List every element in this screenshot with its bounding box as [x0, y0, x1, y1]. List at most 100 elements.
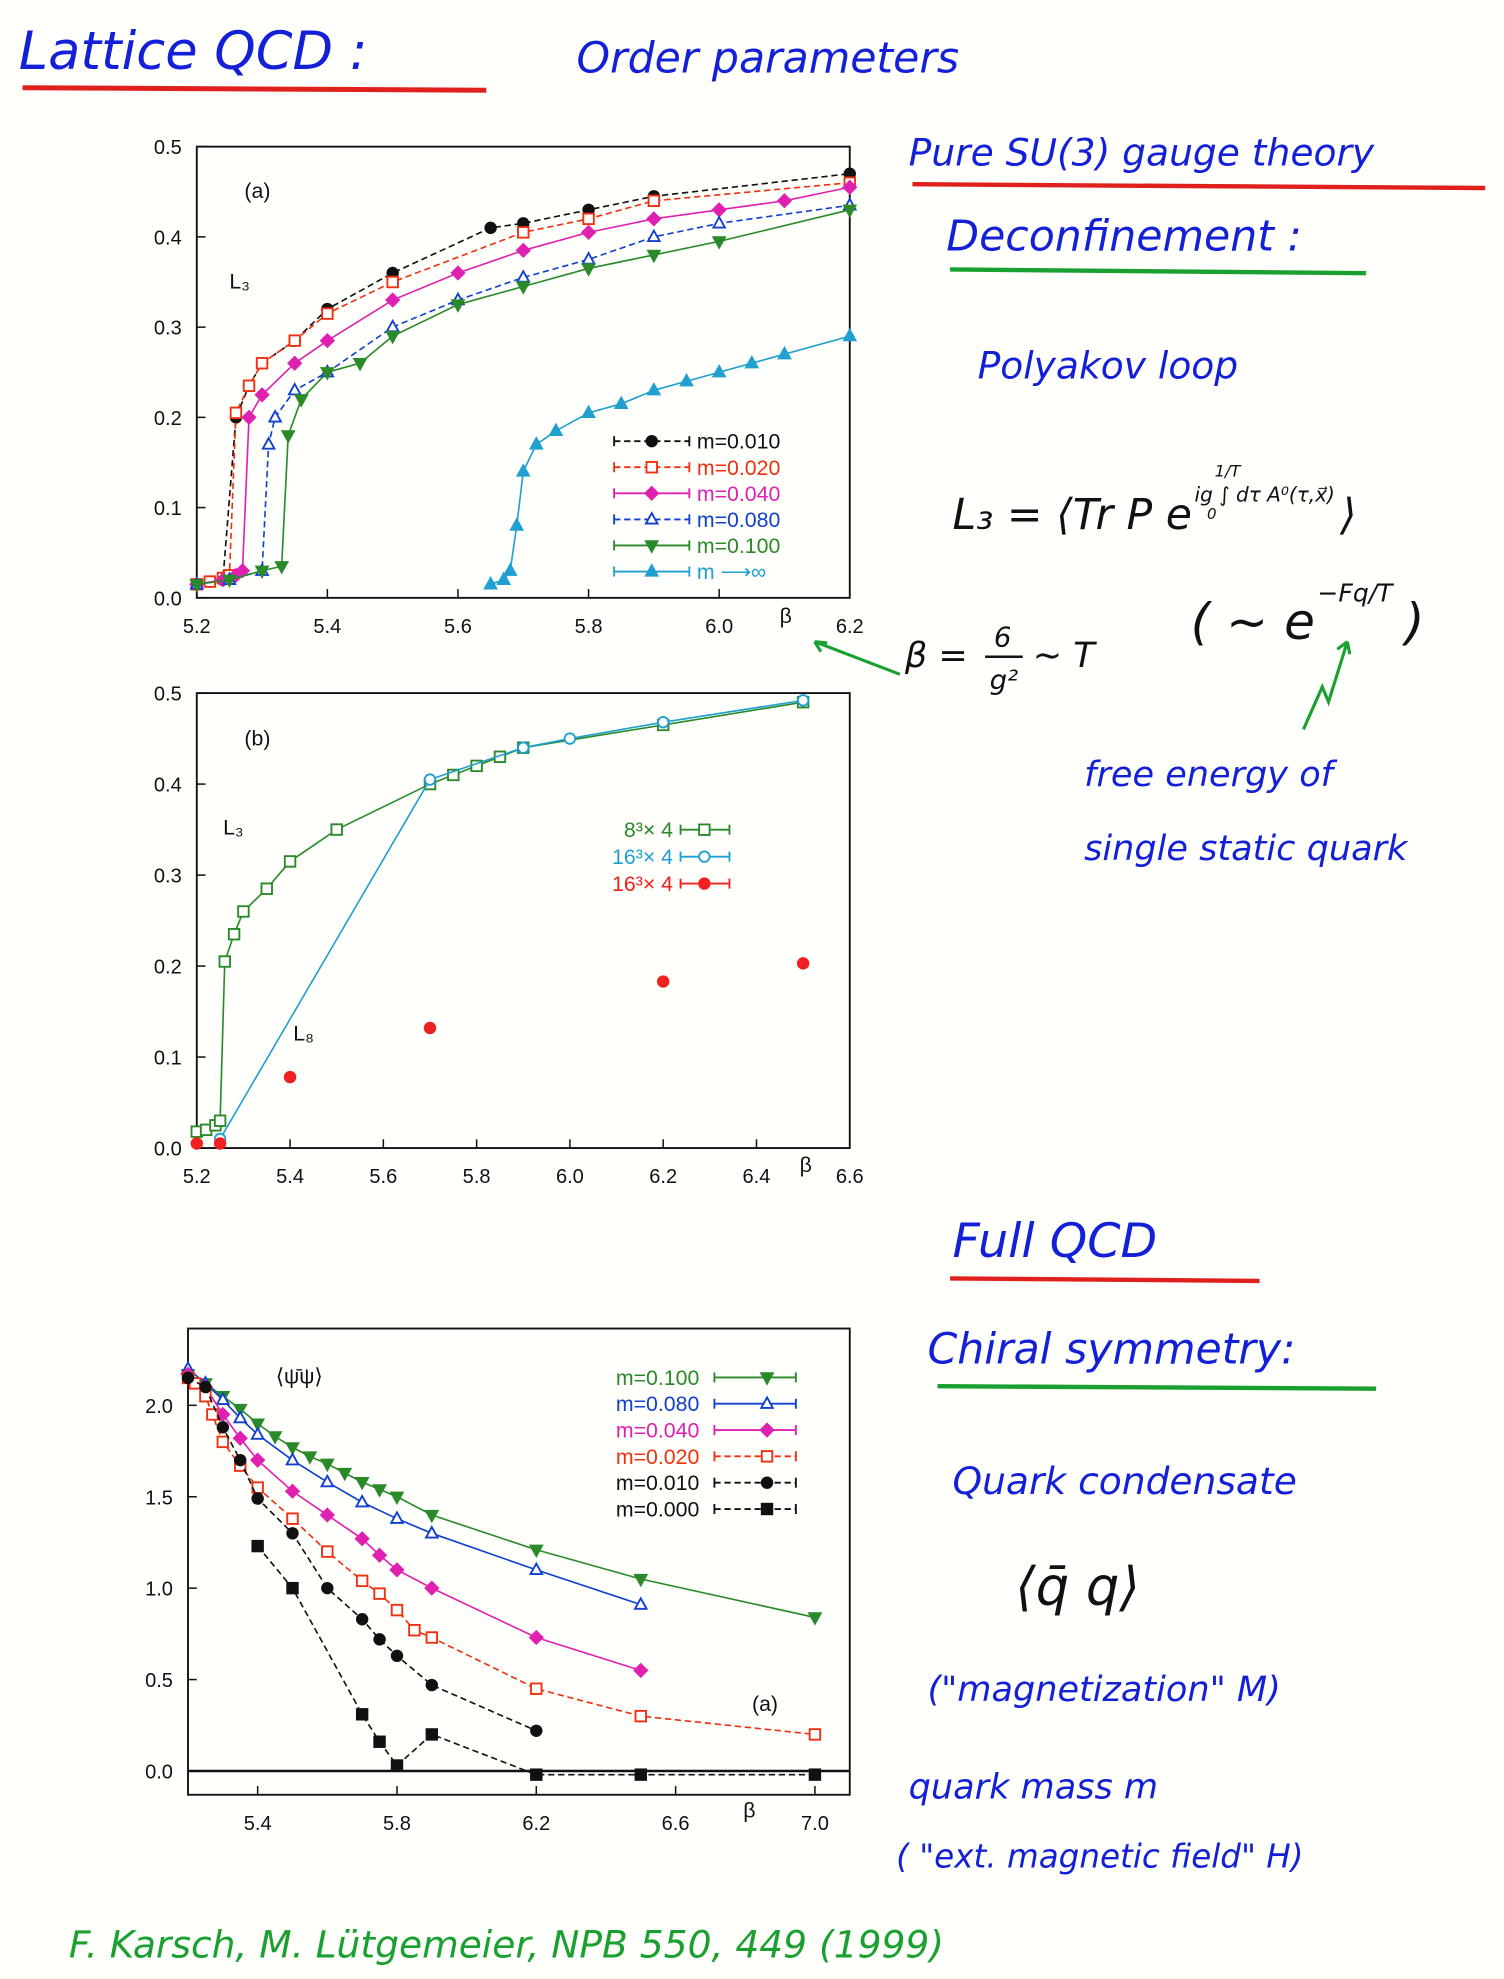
marker	[199, 1380, 212, 1394]
legend-marker	[644, 485, 660, 501]
marker	[287, 355, 303, 371]
marker	[373, 1587, 386, 1600]
marker	[373, 1735, 386, 1748]
x-tick-label: 7.0	[801, 1813, 829, 1835]
marker	[807, 1612, 823, 1626]
marker	[580, 224, 597, 241]
marker	[284, 1483, 301, 1499]
marker	[563, 732, 577, 745]
y-tick-label: 0.2	[154, 957, 182, 979]
topic: Chiral symmetry:	[927, 1325, 1295, 1375]
marker	[260, 882, 273, 895]
marker	[274, 561, 290, 575]
y-tick-label: 1.0	[145, 1579, 173, 1601]
marker	[352, 358, 368, 372]
marker	[389, 1562, 405, 1578]
x-tick-label: 5.4	[276, 1166, 304, 1188]
marker	[842, 179, 858, 195]
beta-def: g²	[990, 663, 1019, 696]
x-tick-label: 5.4	[313, 616, 341, 638]
annotation: L₃	[223, 816, 244, 840]
formula: L₃ = ⟨Tr P e	[953, 490, 1192, 540]
x-tick-label: 5.6	[444, 616, 472, 638]
series-line	[257, 1545, 815, 1776]
title: Lattice QCD :	[19, 21, 368, 82]
marker	[354, 1493, 370, 1508]
marker	[425, 1631, 439, 1644]
y-tick-label: 1.5	[145, 1487, 173, 1509]
annotation: (b)	[244, 727, 270, 751]
analogy: ("magnetization" M)	[927, 1669, 1280, 1710]
chart: 5.2 5.4 5.6 5.8 6.0 6.2 6.4 6.6 0.0 0.1 0.2 0.3 0.4 0…	[154, 684, 864, 1189]
chart: 5.2 5.4 5.6 5.8 6.0 6.2 0.0 0.1 0.2 0.3 0.4 0.5 β (a)…	[154, 137, 864, 638]
legend-label: m=0.010	[697, 430, 781, 454]
marker	[528, 1629, 544, 1646]
legend-label: m=0.000	[616, 1498, 700, 1522]
series-line	[196, 181, 850, 586]
note: free energy of	[1084, 754, 1338, 795]
marker	[229, 406, 243, 420]
annotation: L₃	[229, 269, 250, 293]
marker	[423, 773, 437, 786]
legend-label: m=0.020	[616, 1445, 700, 1469]
marker	[250, 1418, 266, 1432]
marker	[319, 1458, 335, 1473]
marker	[302, 1451, 318, 1465]
y-tick-label: 0.0	[154, 588, 182, 610]
legend-label: m=0.080	[616, 1392, 700, 1416]
x-tick-label: 5.6	[369, 1166, 397, 1188]
legend-marker	[645, 434, 658, 448]
annotation: L₈	[293, 1021, 314, 1045]
legend-marker	[759, 1395, 775, 1409]
marker	[646, 382, 662, 396]
marker	[321, 1581, 334, 1595]
marker	[355, 1613, 369, 1626]
x-tick-label: 6.2	[649, 1166, 677, 1188]
underline	[22, 85, 487, 93]
marker	[744, 354, 760, 369]
legend-label: m=0.080	[697, 508, 781, 532]
legend-marker	[760, 1502, 774, 1516]
marker	[389, 1510, 405, 1524]
marker	[261, 436, 276, 450]
y-tick-label: 0.4	[154, 227, 182, 249]
formula-exponent: ig ∫ dτ A⁰(τ,x⃗)	[1195, 482, 1335, 506]
arrow	[1302, 640, 1352, 731]
marker	[425, 1728, 439, 1741]
approx: ( ∼ e	[1191, 592, 1315, 651]
marker	[776, 193, 793, 209]
marker	[484, 221, 497, 235]
marker	[390, 1603, 404, 1617]
chart: 5.4 5.8 6.2 6.6 7.0 0.0 0.5 1.0 1.5 2.0 β ⟨ψ̄ψ⟩ (a) m…	[145, 1327, 851, 1835]
x-tick-label: 5.8	[463, 1166, 491, 1188]
legend-marker	[760, 1450, 774, 1463]
approx: )	[1401, 592, 1425, 651]
marker	[319, 1507, 335, 1523]
legend-label: m ⟶∞	[697, 560, 766, 584]
marker	[517, 741, 530, 754]
marker	[213, 1137, 227, 1150]
y-tick-label: 0.5	[154, 137, 182, 159]
y-tick-label: 2.0	[145, 1396, 173, 1418]
marker	[255, 357, 269, 370]
beta-def: 6	[994, 621, 1012, 654]
marker	[509, 517, 525, 531]
x-tick-label: 6.2	[522, 1813, 550, 1835]
legend-marker	[698, 877, 711, 890]
observable: Quark condensate	[953, 1459, 1297, 1503]
y-tick-label: 0.4	[154, 775, 182, 797]
x-axis-label: β	[780, 604, 792, 628]
marker	[502, 562, 518, 576]
legend-label: 8³× 4	[624, 818, 673, 842]
marker	[218, 955, 231, 968]
x-tick-label: 5.8	[575, 616, 603, 638]
marker	[319, 367, 335, 381]
marker	[206, 1408, 219, 1421]
y-tick-label: 0.3	[154, 866, 182, 888]
legend-marker	[759, 1372, 775, 1386]
arrow	[813, 640, 901, 676]
marker	[581, 404, 596, 418]
